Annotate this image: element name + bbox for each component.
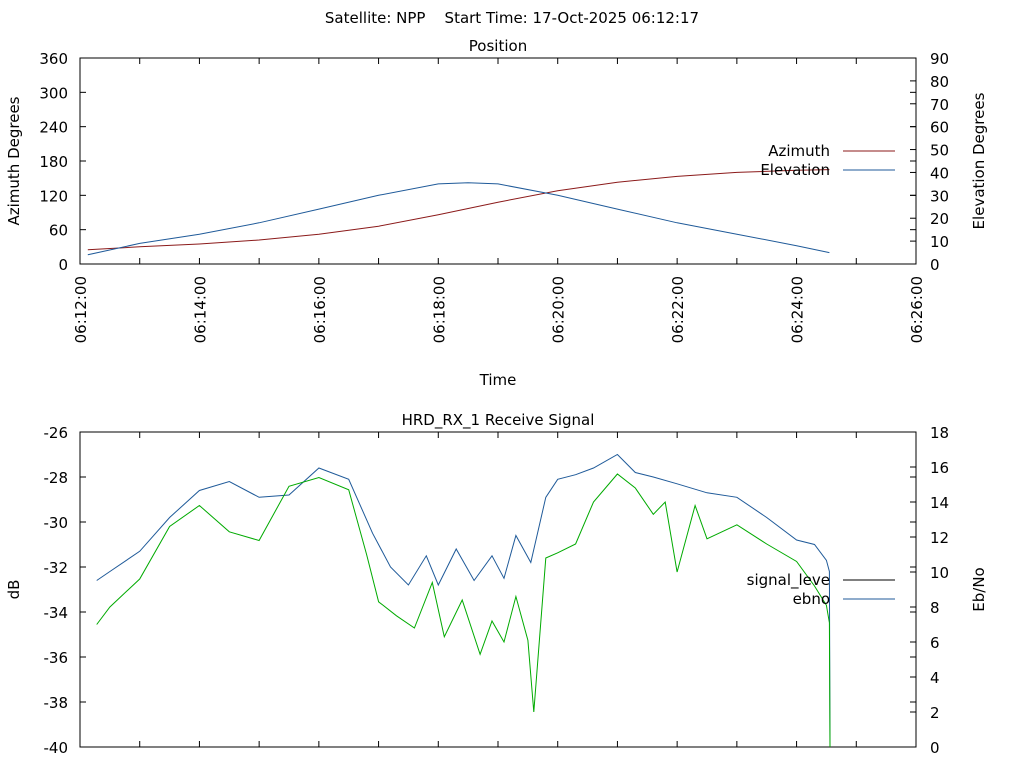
y-right-tick-label: 16 [930, 459, 949, 477]
series-line-elevation [87, 182, 830, 256]
y-right-tick-label: 0 [930, 256, 940, 274]
y-right-tick-label: 18 [930, 424, 949, 442]
y-left-tick-label: 180 [39, 153, 68, 171]
y-left-tick-label: -26 [44, 424, 69, 442]
y-left-tick-label: -34 [44, 604, 69, 622]
y-left-tick-label: 360 [39, 50, 68, 68]
y-right-tick-label: 2 [930, 704, 940, 722]
series-line-signal-leve [96, 453, 831, 748]
x-tick-label: 06:26:00 [908, 276, 926, 343]
y-right-tick-label: 14 [930, 494, 949, 512]
x-tick-label: 06:20:00 [550, 276, 568, 343]
y-left-tick-label: -30 [44, 514, 69, 532]
series-line-azimuth [87, 169, 830, 251]
chart-title: HRD_RX_1 Receive Signal [402, 411, 595, 430]
y-right-tick-label: 50 [930, 142, 949, 160]
page-title: Satellite: NPP Start Time: 17-Oct-2025 0… [325, 9, 699, 27]
y-right-tick-label: 8 [930, 599, 940, 617]
legend-label: signal_leve [747, 571, 830, 590]
legend-label: Azimuth [768, 142, 830, 160]
y-left-tick-label: -40 [44, 739, 69, 757]
y-right-axis-label: Eb/No [970, 567, 988, 611]
position-chart: Position 0 60 120 180 240 300 360 0 10 20 30 40 50 60 7… [5, 37, 988, 389]
y-right-tick-label: 12 [930, 529, 949, 547]
y-right-tick-label: 90 [930, 50, 949, 68]
y-left-tick-label: 0 [58, 256, 68, 274]
y-left-axis-label: Azimuth Degrees [5, 96, 23, 225]
y-right-axis-label: Elevation Degrees [970, 92, 988, 229]
y-left-tick-label: 240 [39, 119, 68, 137]
x-axis-label: Time [479, 371, 517, 389]
y-right-tick-label: 30 [930, 187, 949, 205]
y-left-tick-label: -36 [44, 649, 69, 667]
y-left-tick-label: -32 [44, 559, 69, 577]
y-right-tick-label: 10 [930, 233, 949, 251]
y-left-tick-label: -28 [44, 469, 69, 487]
y-right-tick-label: 0 [930, 739, 940, 757]
chart-title: Position [469, 37, 527, 55]
y-right-tick-label: 10 [930, 564, 949, 582]
plot-frame [79, 431, 917, 748]
y-left-tick-label: 60 [49, 222, 68, 240]
y-right-tick-label: 80 [930, 73, 949, 91]
y-left-tick-label: 300 [39, 84, 68, 102]
y-left-tick-label: -38 [44, 694, 69, 712]
y-right-tick-label: 60 [930, 119, 949, 137]
y-left-axis-label: dB [5, 580, 23, 600]
x-tick-label: 06:22:00 [669, 276, 687, 343]
legend-label: Elevation [760, 161, 830, 179]
y-right-tick-label: 40 [930, 164, 949, 182]
y-left-tick-label: 120 [39, 187, 68, 205]
series-line-ebno [96, 473, 831, 748]
x-tick-label: 06:18:00 [430, 276, 448, 343]
legend-label: ebno [793, 590, 830, 608]
y-right-tick-label: 70 [930, 96, 949, 114]
x-tick-label: 06:12:00 [72, 276, 90, 343]
y-right-tick-label: 4 [930, 669, 940, 687]
y-right-tick-label: 6 [930, 634, 940, 652]
x-tick-label: 06:14:00 [191, 276, 209, 343]
x-tick-label: 06:24:00 [789, 276, 807, 343]
x-tick-label: 06:16:00 [311, 276, 329, 343]
y-right-tick-label: 20 [930, 210, 949, 228]
receive-signal-chart: HRD_RX_1 Receive Signal -26 -28 -30 -32 -34 -3… [5, 411, 988, 757]
